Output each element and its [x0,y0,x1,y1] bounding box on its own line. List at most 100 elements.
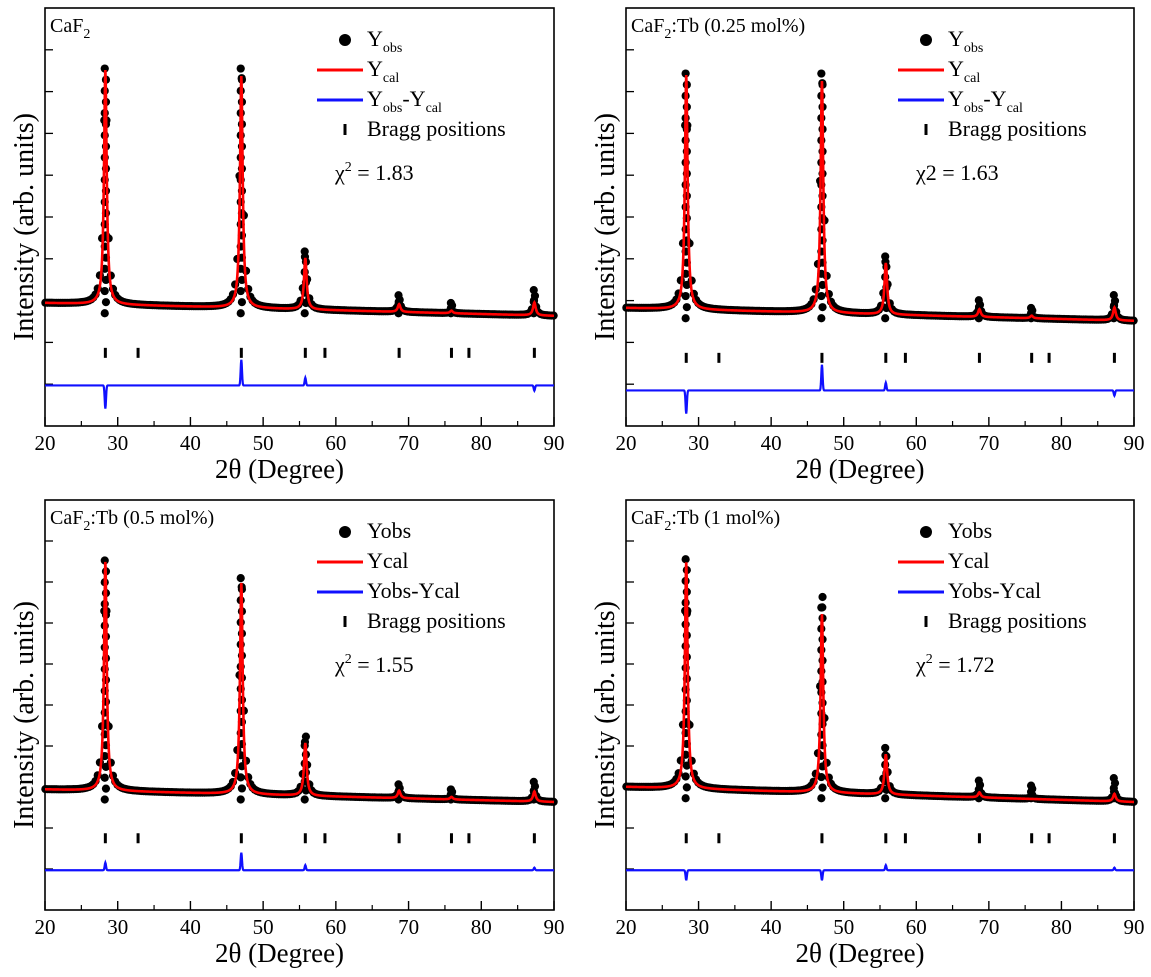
yobs-point [881,794,890,803]
x-axis-label: 2θ (Degree) [215,454,344,484]
legend-label-sub: obs [383,41,402,56]
yobs-point [682,303,691,312]
legend-label-sub: obs [964,101,983,116]
series-ycal-line [625,562,1135,804]
yobs-point [818,603,827,612]
legend-label-sub2: cal [1007,101,1023,116]
chart-panel-4: 20 30 40 50 60 70 80 90 2θ (Degree) Intensity (ar… [590,499,1145,968]
yobs-point [529,777,538,786]
legend-label-main: Y [948,26,964,51]
x-tick-label: 20 [616,431,637,455]
legend-label-main: Y [948,56,964,81]
x-tick-label: 60 [325,431,346,455]
x-tick-label: 80 [1051,915,1072,939]
series-diff-line [45,852,554,872]
yobs-point [100,64,109,73]
legend-dot-symbol [339,34,351,46]
legend-label-sub: cal [964,71,980,86]
x-tick-label: 80 [1051,431,1072,455]
plot-frame [625,499,1135,911]
series-yobs [622,69,1138,325]
x-axis-label: 2θ (Degree) [215,938,344,968]
yobs-point [529,296,539,305]
yobs-point [818,303,827,312]
legend-label-sub: cal [383,71,399,86]
x-tick-label: 30 [688,915,709,939]
x-tick-label: 20 [35,431,56,455]
x-tick-label: 20 [616,915,637,939]
x-tick-label: 90 [544,431,565,455]
chi-square-label: χ2 = 1.55 [334,652,414,677]
yobs-point [682,783,691,792]
series-ycal-line [44,70,555,318]
yobs-point [881,314,890,323]
series-ycal-line [44,561,555,804]
yobs-point [529,286,538,295]
yobs-point [681,794,690,803]
yobs-point [237,784,247,793]
legend-entry-label: Yobs-Ycal [367,578,460,603]
plot-frame [625,7,1135,427]
y-axis-label: Intensity (arb. units) [9,113,40,341]
x-tick-label: 60 [325,915,346,939]
series-yobs [41,64,558,320]
yobs-point [236,64,245,73]
yobs-point [100,556,109,565]
series-diff-line [45,359,554,409]
sample-label: CaF2:Tb (0.5 mol%) [50,507,214,534]
yobs-point [818,592,827,602]
yobs-point [881,743,890,753]
y-axis-label: Intensity (arb. units) [590,601,621,829]
plot-frame [44,499,555,911]
yobs-point [817,291,826,301]
x-tick-label: 60 [906,915,927,939]
x-tick-label: 40 [180,915,201,939]
yobs-point [974,776,983,785]
chi-symbol: χ [334,160,345,185]
x-axis-label: 2θ (Degree) [795,938,924,968]
x-tick-label: 70 [398,431,419,455]
chi-superscript: 2 [926,652,933,667]
legend-entry-label: Yobs-Ycal [367,86,442,116]
yobs-point [974,296,983,305]
chart-panel-1: 20 30 40 50 60 70 80 90 2θ (Degree) Intensity (ar… [9,7,565,484]
legend-entry-label: Ycal [948,56,980,86]
legend-label-main: Bragg positions [948,116,1087,141]
chi-superscript: 2 [345,160,352,175]
yobs-point [1026,781,1036,790]
series-diff-line [626,862,1134,881]
yobs-point [236,286,245,296]
x-tick-label: 80 [471,915,492,939]
series-yobs [622,555,1138,806]
x-tick-label: 60 [906,431,927,455]
yobs-point [1109,774,1118,783]
series-yobs [41,556,558,806]
x-tick-label: 30 [107,431,128,455]
yobs-point [100,795,109,804]
yobs-point [881,257,890,266]
yobs-point [300,309,309,318]
yobs-point [681,772,690,781]
x-tick-label: 50 [833,915,854,939]
legend-label-mid: -Y [983,86,1006,111]
sample-label-sub: 2 [664,519,671,534]
yobs-point [818,280,827,290]
series-diff-line [626,364,1134,414]
yobs-point [1109,301,1119,310]
chi-value: = 1.63 [937,160,999,185]
x-tick-label: 80 [471,431,492,455]
yobs-point [1026,303,1036,313]
yobs-point [681,314,690,323]
legend-entry-label: Yobs [948,26,983,56]
yobs-point [681,69,690,78]
yobs-point [236,795,245,804]
yobs-point [237,275,247,285]
sample-label-tail: :Tb (0.25 mol%) [671,15,805,37]
legend-entry-label: Yobs [948,518,992,543]
x-tick-label: 40 [761,915,782,939]
y-axis-label: Intensity (arb. units) [9,601,40,829]
yobs-point [100,773,109,782]
yobs-point [817,794,826,803]
x-tick-label: 70 [978,431,999,455]
x-tick-label: 70 [978,915,999,939]
